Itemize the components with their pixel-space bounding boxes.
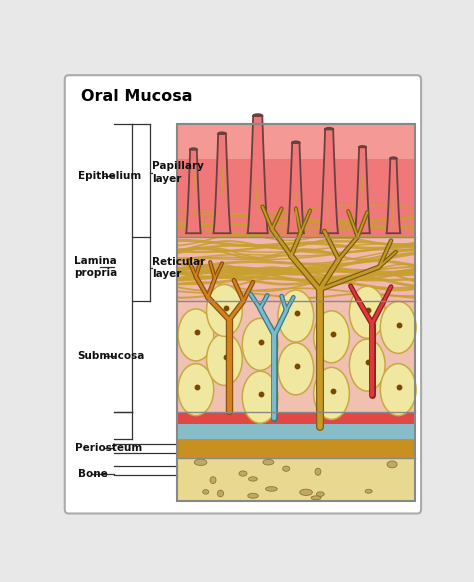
Ellipse shape xyxy=(314,311,349,363)
Ellipse shape xyxy=(283,466,290,471)
Bar xyxy=(70,125,176,505)
Bar xyxy=(177,237,415,301)
FancyBboxPatch shape xyxy=(65,75,421,513)
Bar xyxy=(177,123,415,501)
Ellipse shape xyxy=(239,471,247,476)
Polygon shape xyxy=(288,141,304,233)
Polygon shape xyxy=(386,157,401,233)
Ellipse shape xyxy=(207,285,242,336)
Ellipse shape xyxy=(242,371,278,423)
Bar xyxy=(177,439,415,457)
Ellipse shape xyxy=(210,477,216,484)
Polygon shape xyxy=(186,148,201,233)
Ellipse shape xyxy=(248,477,257,481)
Ellipse shape xyxy=(349,339,385,391)
Ellipse shape xyxy=(194,459,207,466)
Bar xyxy=(177,457,415,501)
Ellipse shape xyxy=(380,301,416,353)
Ellipse shape xyxy=(349,286,385,338)
Bar xyxy=(177,424,415,439)
Ellipse shape xyxy=(248,494,258,498)
Ellipse shape xyxy=(203,489,209,494)
Text: Lamina
propria: Lamina propria xyxy=(74,256,117,278)
Ellipse shape xyxy=(178,364,214,416)
Bar xyxy=(177,412,415,424)
Ellipse shape xyxy=(300,489,312,495)
Bar xyxy=(177,301,415,412)
Text: Epithelium: Epithelium xyxy=(78,172,142,182)
Ellipse shape xyxy=(278,290,314,342)
Text: Oral Mucosa: Oral Mucosa xyxy=(82,89,193,104)
Ellipse shape xyxy=(315,468,321,475)
Polygon shape xyxy=(213,132,230,233)
Text: Reticular
layer: Reticular layer xyxy=(152,257,205,279)
Ellipse shape xyxy=(314,367,349,420)
Ellipse shape xyxy=(265,487,277,491)
Ellipse shape xyxy=(311,496,321,500)
Text: Submucosa: Submucosa xyxy=(77,351,144,361)
Bar xyxy=(177,123,415,159)
Ellipse shape xyxy=(317,492,324,496)
Ellipse shape xyxy=(365,489,372,493)
Ellipse shape xyxy=(207,333,242,385)
Polygon shape xyxy=(247,114,268,233)
Ellipse shape xyxy=(387,461,397,468)
Ellipse shape xyxy=(263,459,274,465)
Ellipse shape xyxy=(178,309,214,361)
Text: Bone: Bone xyxy=(78,469,108,479)
Text: Periosteum: Periosteum xyxy=(75,443,142,453)
Polygon shape xyxy=(355,146,370,233)
Polygon shape xyxy=(320,128,338,233)
Bar xyxy=(177,123,415,237)
Ellipse shape xyxy=(242,318,278,370)
Ellipse shape xyxy=(218,490,224,497)
Ellipse shape xyxy=(380,364,416,416)
Ellipse shape xyxy=(278,343,314,395)
Text: Papillary
layer: Papillary layer xyxy=(152,161,204,184)
